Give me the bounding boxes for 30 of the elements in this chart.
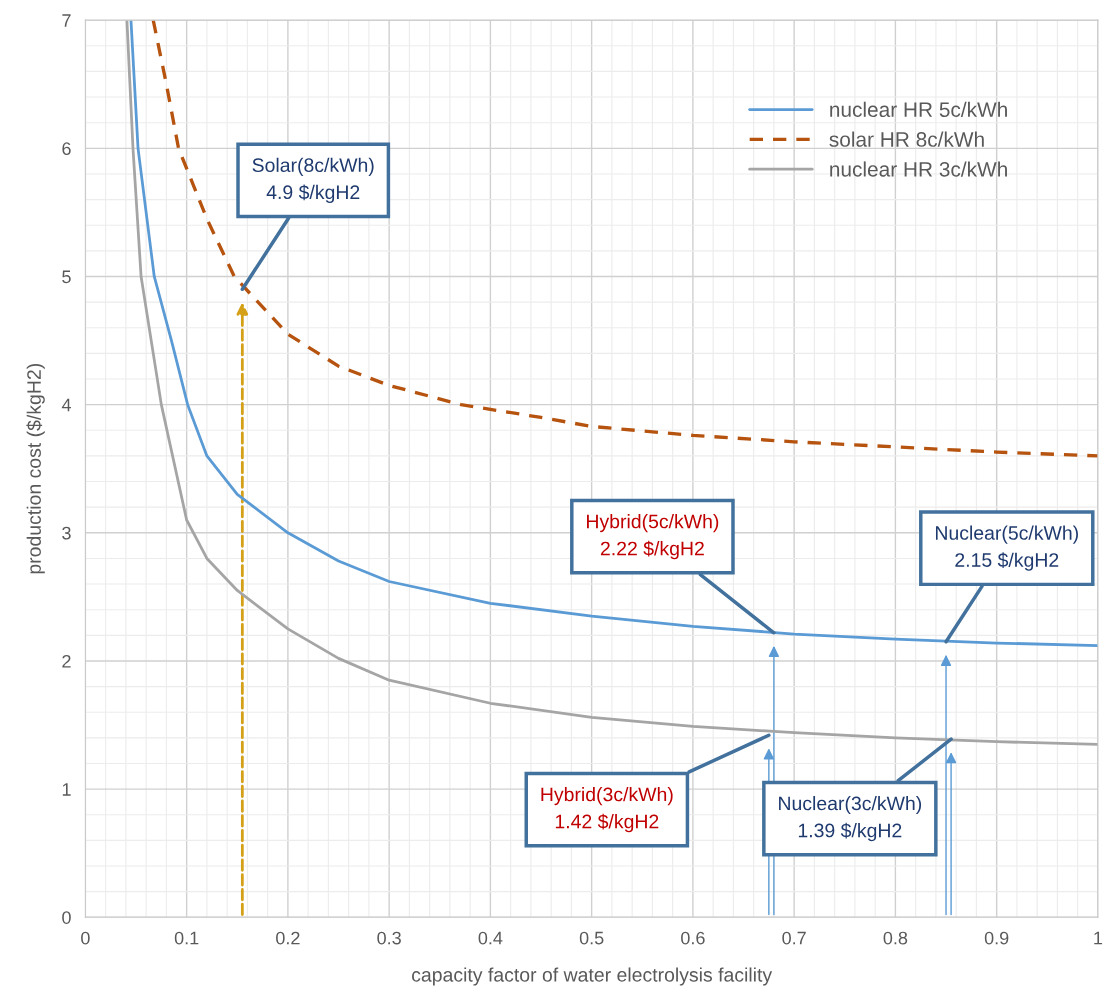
annotation: Solar(8c/kWh) 4.9 $/kgH2 [252,157,374,203]
x-tick-label: 0.1 [174,931,199,945]
x-tick-label: 0.2 [276,931,300,945]
legend-label: nuclear HR 3c/kWh [830,161,1007,177]
x-tick-label: 0 [81,931,90,945]
y-tick-label: 7 [62,14,71,27]
annotation: Nuclear(5c/kWh) 2.15 $/kgH2 [935,525,1078,571]
x-tick-label: 0.7 [782,931,806,945]
y-tick-label: 3 [62,526,71,540]
annotation: Hybrid(5c/kWh) 2.22 $/kgH2 [587,514,719,560]
x-axis-title: capacity factor of water electrolysis facility [412,967,773,986]
x-tick-label: 0.5 [579,931,604,945]
y-tick-label: 2 [62,654,71,668]
x-tick-label: 0.4 [478,931,503,945]
y-axis-title: production cost ($/kgH2) [26,364,45,574]
y-tick-label: 4 [61,398,71,412]
y-tick-label: 0 [62,911,71,924]
x-tick-label: 1 [1094,931,1103,945]
y-tick-label: 5 [62,270,71,284]
line-series [151,20,1098,458]
x-tick-label: 0.8 [883,931,908,945]
legend-label: solar HR 8c/kWh [829,131,984,147]
annotation: Hybrid(3c/kWh) 1.42 $/kgH2 [541,787,673,833]
y-tick-label: 6 [62,142,71,156]
annotation: Nuclear(3c/kWh) 1.39 $/kgH2 [779,796,922,842]
x-tick-label: 0.6 [681,931,705,945]
legend-label: nuclear HR 5c/kWh [830,101,1007,118]
x-tick-label: 0.9 [984,931,1009,945]
y-tick-label: 1 [62,783,71,796]
x-tick-label: 0.3 [377,931,401,945]
